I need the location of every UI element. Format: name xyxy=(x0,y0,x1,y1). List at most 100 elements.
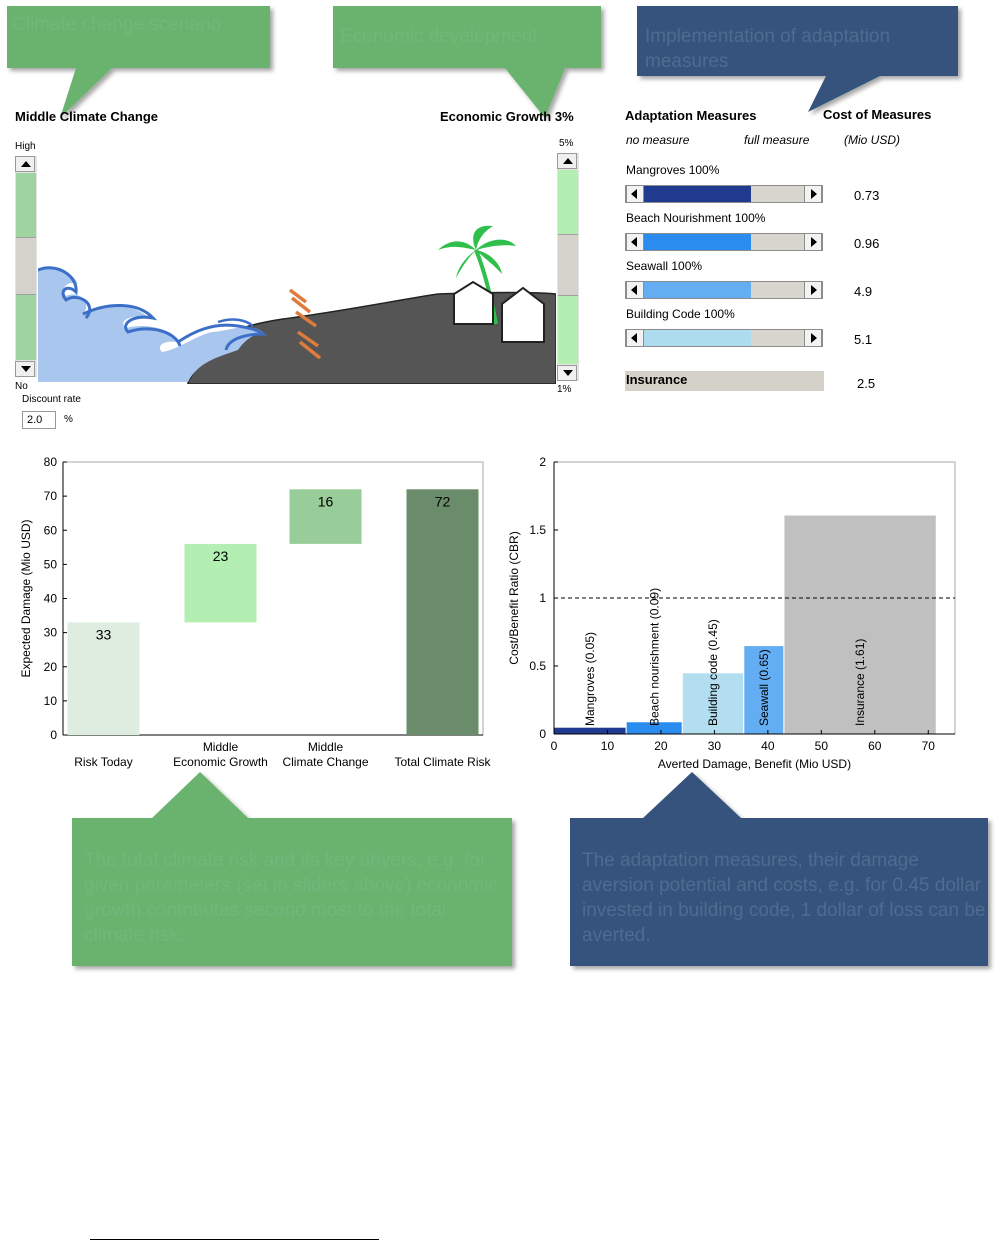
bar-label: Beach nourishment (0.09) xyxy=(647,588,661,726)
slider-fill xyxy=(644,282,751,298)
slider-right-button[interactable] xyxy=(804,282,822,298)
climate-scenario-title: Middle Climate Change xyxy=(15,109,159,124)
arrow-left-icon xyxy=(631,237,637,247)
insurance-cost: 2.5 xyxy=(857,376,876,391)
callout-measures-shape xyxy=(570,772,988,966)
bar-value-label: 33 xyxy=(96,626,112,642)
x-tick-label: 50 xyxy=(815,739,829,753)
callout-adaptation-shape xyxy=(637,6,958,112)
climate-change-slider[interactable] xyxy=(15,156,37,377)
x-tick-label: 30 xyxy=(708,739,722,753)
arrow-left-icon xyxy=(631,333,637,343)
x-category-line: Climate Change xyxy=(282,755,368,769)
y-tick-label: 2 xyxy=(539,455,546,469)
arrow-up-icon xyxy=(21,161,31,167)
x-tick-label: 70 xyxy=(922,739,936,753)
x-axis-label: Averted Damage, Benefit (Mio USD) xyxy=(658,757,851,771)
slider-thumb[interactable] xyxy=(16,237,36,295)
bar-value-label: 16 xyxy=(318,493,334,509)
callout-economy-shape xyxy=(333,6,601,118)
cost-benefit-chart: Mangroves (0.05) Beach nourishment (0.09)… xyxy=(507,455,956,771)
arrow-right-icon xyxy=(811,189,817,199)
x-category-label: Middle Economic Growth xyxy=(173,740,268,769)
growth-scenario-title: Economic Growth 3% xyxy=(440,109,574,124)
y-tick-label: 50 xyxy=(44,557,58,571)
slider-fill xyxy=(644,330,751,346)
slider-thumb[interactable] xyxy=(558,234,578,296)
y-tick-label: 80 xyxy=(44,455,58,469)
x-category-line: Middle xyxy=(308,740,344,754)
waterfall-bar xyxy=(406,489,479,735)
slider-left-button[interactable] xyxy=(626,330,644,346)
y-tick-label: 1.5 xyxy=(529,523,546,537)
growth-slider-top-label: 5% xyxy=(559,138,574,149)
slider-track-lower xyxy=(558,296,578,364)
expected-damage-chart: 0 10 20 30 40 50 60 70 80 Expected Damage (Mio US… xyxy=(19,455,492,769)
waterfall-bar xyxy=(67,622,140,735)
y-tick-label: 0.5 xyxy=(529,659,546,673)
slider-left-button[interactable] xyxy=(626,234,644,250)
measure-slider[interactable] xyxy=(625,281,823,299)
scroll-up-button[interactable] xyxy=(15,156,35,172)
y-tick-label: 10 xyxy=(44,694,58,708)
measure-cost: 0.73 xyxy=(854,188,880,203)
y-tick-label: 20 xyxy=(44,660,58,674)
insurance-label: Insurance xyxy=(626,372,688,387)
arrow-right-icon xyxy=(811,333,817,343)
bar-label: Insurance (1.61) xyxy=(853,639,867,726)
insurance-bar[interactable]: Insurance xyxy=(625,371,824,391)
x-tick-label: 0 xyxy=(551,739,558,753)
arrow-down-icon xyxy=(563,370,573,376)
scroll-down-button[interactable] xyxy=(15,361,35,377)
arrow-down-icon xyxy=(21,366,31,372)
wave-crest-4 xyxy=(217,318,254,327)
palm-leaves xyxy=(438,225,516,278)
slider-track-upper xyxy=(16,173,36,237)
cost-unit-label: (Mio USD) xyxy=(844,133,900,147)
wave-crest-1 xyxy=(38,266,92,319)
slider-left-button[interactable] xyxy=(626,282,644,298)
x-category-label: Total Climate Risk xyxy=(394,755,491,769)
waterfall-bar xyxy=(289,489,362,544)
arrow-left-icon xyxy=(631,285,637,295)
measure-slider[interactable] xyxy=(625,329,823,347)
bar-label: Mangroves (0.05) xyxy=(583,632,597,726)
scroll-up-button[interactable] xyxy=(557,153,577,169)
arrow-right-icon xyxy=(811,237,817,247)
measure-slider[interactable] xyxy=(625,185,823,203)
measure-label: Seawall 100% xyxy=(626,259,703,273)
climate-slider-bottom-label: No xyxy=(15,381,28,392)
slider-right-button[interactable] xyxy=(804,234,822,250)
climate-slider-top-label: High xyxy=(15,141,36,152)
callout-climate-shape xyxy=(7,6,270,118)
slider-fill xyxy=(644,234,751,250)
x-tick-label: 10 xyxy=(601,739,615,753)
palm-trunk xyxy=(474,249,498,325)
growth-slider-bottom-label: 1% xyxy=(557,384,572,395)
y-tick-label: 0 xyxy=(50,728,57,742)
coastal-scene-illustration xyxy=(38,225,556,384)
wave-crest-2 xyxy=(82,303,182,347)
cbr-bar xyxy=(553,726,627,735)
discount-rate-input[interactable] xyxy=(22,411,56,429)
bar-label: Building code (0.45) xyxy=(706,619,720,726)
measure-slider[interactable] xyxy=(625,233,823,251)
full-measure-label: full measure xyxy=(744,133,810,147)
slider-track-upper xyxy=(558,170,578,234)
callout-climate-text: Climate change scenario xyxy=(12,14,222,35)
scroll-down-button[interactable] xyxy=(557,365,577,381)
y-axis-label: Cost/Benefit Ratio (CBR) xyxy=(507,531,521,664)
economic-growth-slider[interactable] xyxy=(557,153,579,381)
y-axis-label: Expected Damage (Mio USD) xyxy=(19,519,33,677)
wave-shape xyxy=(38,267,263,382)
slider-right-button[interactable] xyxy=(804,330,822,346)
slider-left-button[interactable] xyxy=(626,186,644,202)
measure-cost: 5.1 xyxy=(854,332,873,347)
callout-adaptation-text: Implementation of adaptation measures xyxy=(645,26,891,72)
mangrove-marks xyxy=(288,288,322,360)
slider-right-button[interactable] xyxy=(804,186,822,202)
waterfall-bar xyxy=(184,543,257,623)
y-tick-label: 70 xyxy=(44,489,58,503)
callout-total-risk-text: The total climate risk and its key drive… xyxy=(84,850,498,946)
x-tick-label: 60 xyxy=(868,739,882,753)
